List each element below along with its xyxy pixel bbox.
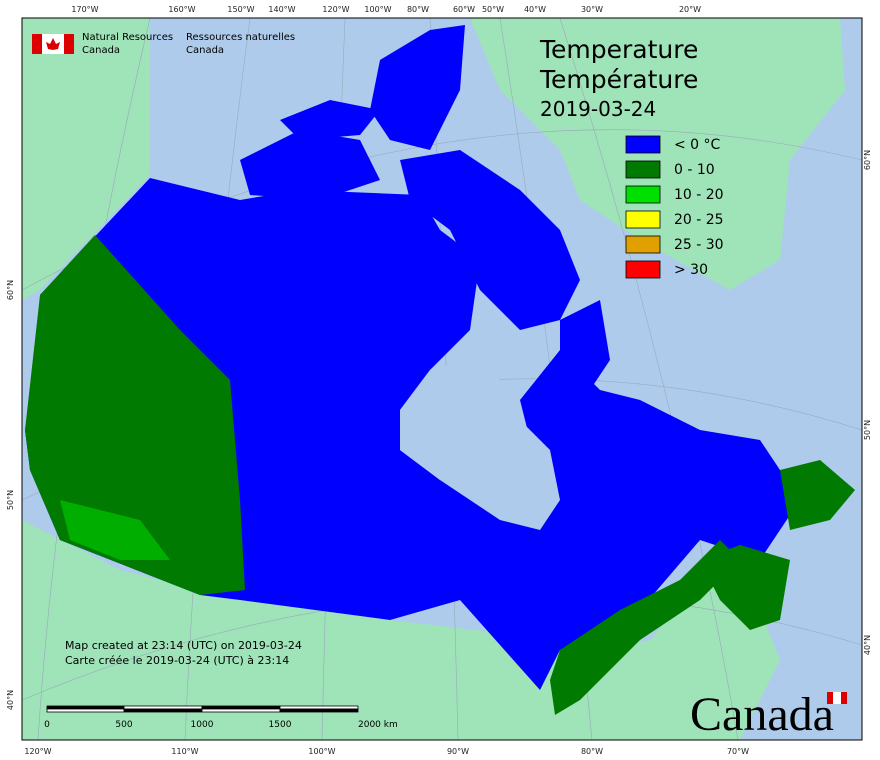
scale-label: 2000 km — [358, 720, 398, 730]
scale-label: 1500 — [269, 720, 292, 730]
scale-segment — [46, 708, 125, 713]
maritimes-warm — [700, 545, 790, 630]
wordmark: Canada — [690, 688, 847, 741]
arctic-islands — [240, 25, 610, 390]
lon-label: 70°W — [727, 747, 749, 756]
west-mild — [60, 500, 170, 560]
legend-label: 20 - 25 — [674, 212, 724, 228]
legend-swatch — [625, 135, 661, 154]
title: Température — [539, 65, 698, 94]
newfoundland-warm — [780, 460, 855, 530]
greenland — [470, 18, 845, 290]
lat-label: 40°N — [863, 635, 872, 655]
hudson-bay — [400, 360, 560, 530]
title: Temperature — [539, 35, 698, 64]
scale-label: 1000 — [191, 720, 214, 730]
scale-segment — [279, 705, 359, 710]
legend-swatch — [625, 160, 661, 179]
lat-label: 50°N — [863, 420, 872, 440]
org-fr: Canada — [186, 45, 224, 56]
map-border — [21, 17, 863, 741]
scale-segment — [279, 708, 359, 713]
lon-label: 40°W — [524, 5, 546, 14]
title-date: 2019-03-24 — [540, 97, 656, 121]
lat-label: 60°N — [863, 150, 872, 170]
lon-label: 120°W — [24, 747, 51, 756]
alaska — [22, 18, 150, 300]
nrcan-logo — [32, 34, 74, 54]
org-en: Canada — [82, 45, 120, 56]
legend-swatch — [625, 210, 661, 229]
lon-label: 30°W — [581, 5, 603, 14]
lon-label: 20°W — [679, 5, 701, 14]
legend-label: > 30 — [674, 262, 708, 278]
legend-label: 10 - 20 — [674, 187, 724, 203]
wordmark-text: Canada — [690, 688, 834, 741]
lon-label: 170°W — [71, 5, 98, 14]
lon-label: 100°W — [364, 5, 391, 14]
legend-swatch — [625, 185, 661, 204]
scale-segment — [123, 708, 203, 713]
lat-label: 60°N — [6, 280, 15, 300]
legend-swatch — [625, 260, 661, 279]
scale-segment — [123, 705, 203, 710]
lon-label: 160°W — [168, 5, 195, 14]
lon-label: 50°W — [482, 5, 504, 14]
lat-label: 40°N — [6, 690, 15, 710]
lon-label: 150°W — [227, 5, 254, 14]
note: Carte créée le 2019-03-24 (UTC) à 23:14 — [65, 654, 289, 667]
scale-segment — [201, 708, 281, 713]
scale-segment — [46, 705, 125, 710]
legend-label: < 0 °C — [674, 137, 721, 153]
legend-swatch — [625, 235, 661, 254]
lon-label: 100°W — [308, 747, 335, 756]
scale-label: 0 — [44, 720, 50, 730]
lon-label: 60°W — [453, 5, 475, 14]
legend-label: 25 - 30 — [674, 237, 724, 253]
lon-label: 120°W — [322, 5, 349, 14]
legend-label: 0 - 10 — [674, 162, 715, 178]
org-fr: Ressources naturelles — [186, 32, 295, 43]
lon-label: 90°W — [447, 747, 469, 756]
scale-label: 500 — [115, 720, 132, 730]
org-en: Natural Resources — [82, 32, 173, 43]
scale-segment — [201, 705, 281, 710]
note: Map created at 23:14 (UTC) on 2019-03-24 — [65, 639, 302, 652]
lon-label: 80°W — [407, 5, 429, 14]
ontario-warm — [550, 540, 740, 715]
lat-label: 50°N — [6, 490, 15, 510]
lon-label: 140°W — [268, 5, 295, 14]
lon-label: 110°W — [171, 747, 198, 756]
lon-label: 80°W — [581, 747, 603, 756]
